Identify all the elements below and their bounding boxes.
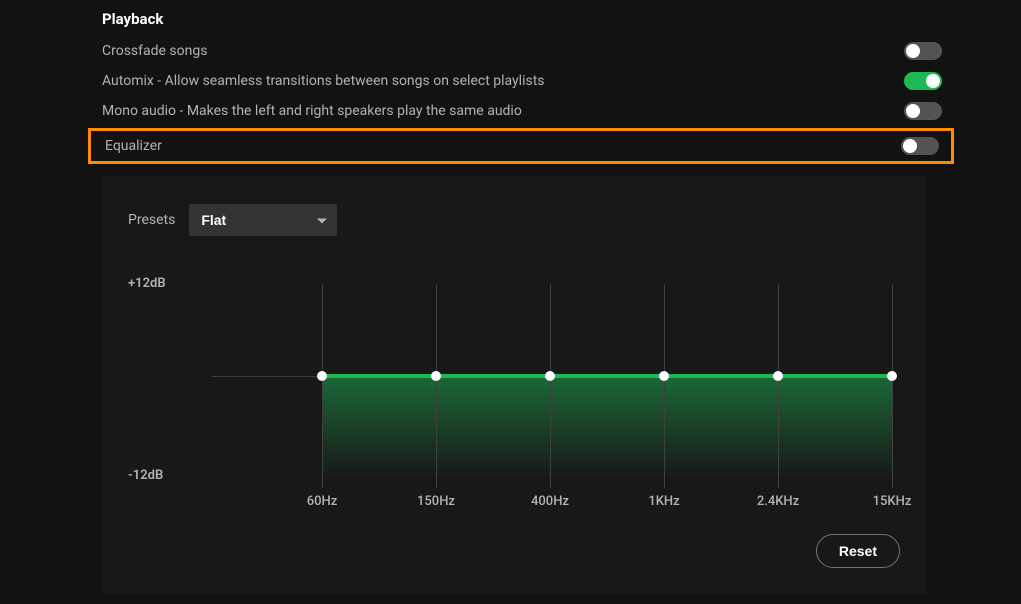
setting-label-mono: Mono audio - Makes the left and right sp… — [102, 103, 522, 119]
setting-label-crossfade: Crossfade songs — [102, 43, 207, 59]
eq-band-handle[interactable] — [773, 371, 783, 381]
eq-freq-label: 1KHz — [648, 494, 679, 509]
toggle-knob — [906, 44, 920, 58]
equalizer-graph: +12dB -12dB 60Hz150Hz400Hz1KHz2.4KHz15KH… — [194, 276, 894, 506]
eq-freq-label: 400Hz — [531, 494, 569, 509]
toggle-crossfade[interactable] — [904, 42, 942, 60]
preset-select[interactable]: Flat — [189, 204, 337, 236]
setting-row-automix: Automix - Allow seamless transitions bet… — [102, 66, 942, 96]
eq-band-handle[interactable] — [317, 371, 327, 381]
toggle-equalizer[interactable] — [901, 137, 939, 155]
toggle-knob — [926, 74, 940, 88]
eq-gridline — [550, 284, 551, 488]
setting-row-mono: Mono audio - Makes the left and right sp… — [102, 96, 942, 126]
toggle-knob — [903, 139, 917, 153]
eq-curve — [322, 374, 892, 378]
setting-row-equalizer-highlighted: Equalizer — [88, 128, 954, 164]
toggle-mono[interactable] — [904, 102, 942, 120]
eq-gridline — [664, 284, 665, 488]
reset-button[interactable]: Reset — [816, 534, 900, 568]
presets-row: Presets Flat — [128, 204, 900, 236]
section-title-playback: Playback — [102, 10, 1021, 28]
toggle-knob — [906, 104, 920, 118]
preset-select-wrap: Flat — [189, 204, 337, 236]
eq-gridline — [778, 284, 779, 488]
eq-band-handle[interactable] — [431, 371, 441, 381]
setting-label-equalizer: Equalizer — [105, 138, 162, 154]
eq-freq-label: 60Hz — [307, 494, 338, 509]
eq-freq-label: 150Hz — [417, 494, 455, 509]
presets-label: Presets — [128, 212, 175, 228]
db-label-top: +12dB — [128, 276, 166, 291]
eq-band-handle[interactable] — [887, 371, 897, 381]
db-label-bottom: -12dB — [128, 468, 163, 483]
eq-freq-label: 2.4KHz — [757, 494, 799, 509]
toggle-automix[interactable] — [904, 72, 942, 90]
reset-row: Reset — [128, 534, 900, 568]
equalizer-panel: Presets Flat +12dB -12dB 60Hz 150Hz 400Hz 1… — [102, 176, 926, 594]
eq-freq-label: 15KHz — [873, 494, 912, 509]
eq-fill — [322, 376, 892, 478]
eq-gridline — [436, 284, 437, 488]
eq-gridline — [322, 284, 323, 488]
eq-band-handle[interactable] — [659, 371, 669, 381]
eq-gridline — [892, 284, 893, 488]
setting-label-automix: Automix - Allow seamless transitions bet… — [102, 73, 545, 89]
setting-row-crossfade: Crossfade songs — [102, 36, 942, 66]
eq-band-handle[interactable] — [545, 371, 555, 381]
